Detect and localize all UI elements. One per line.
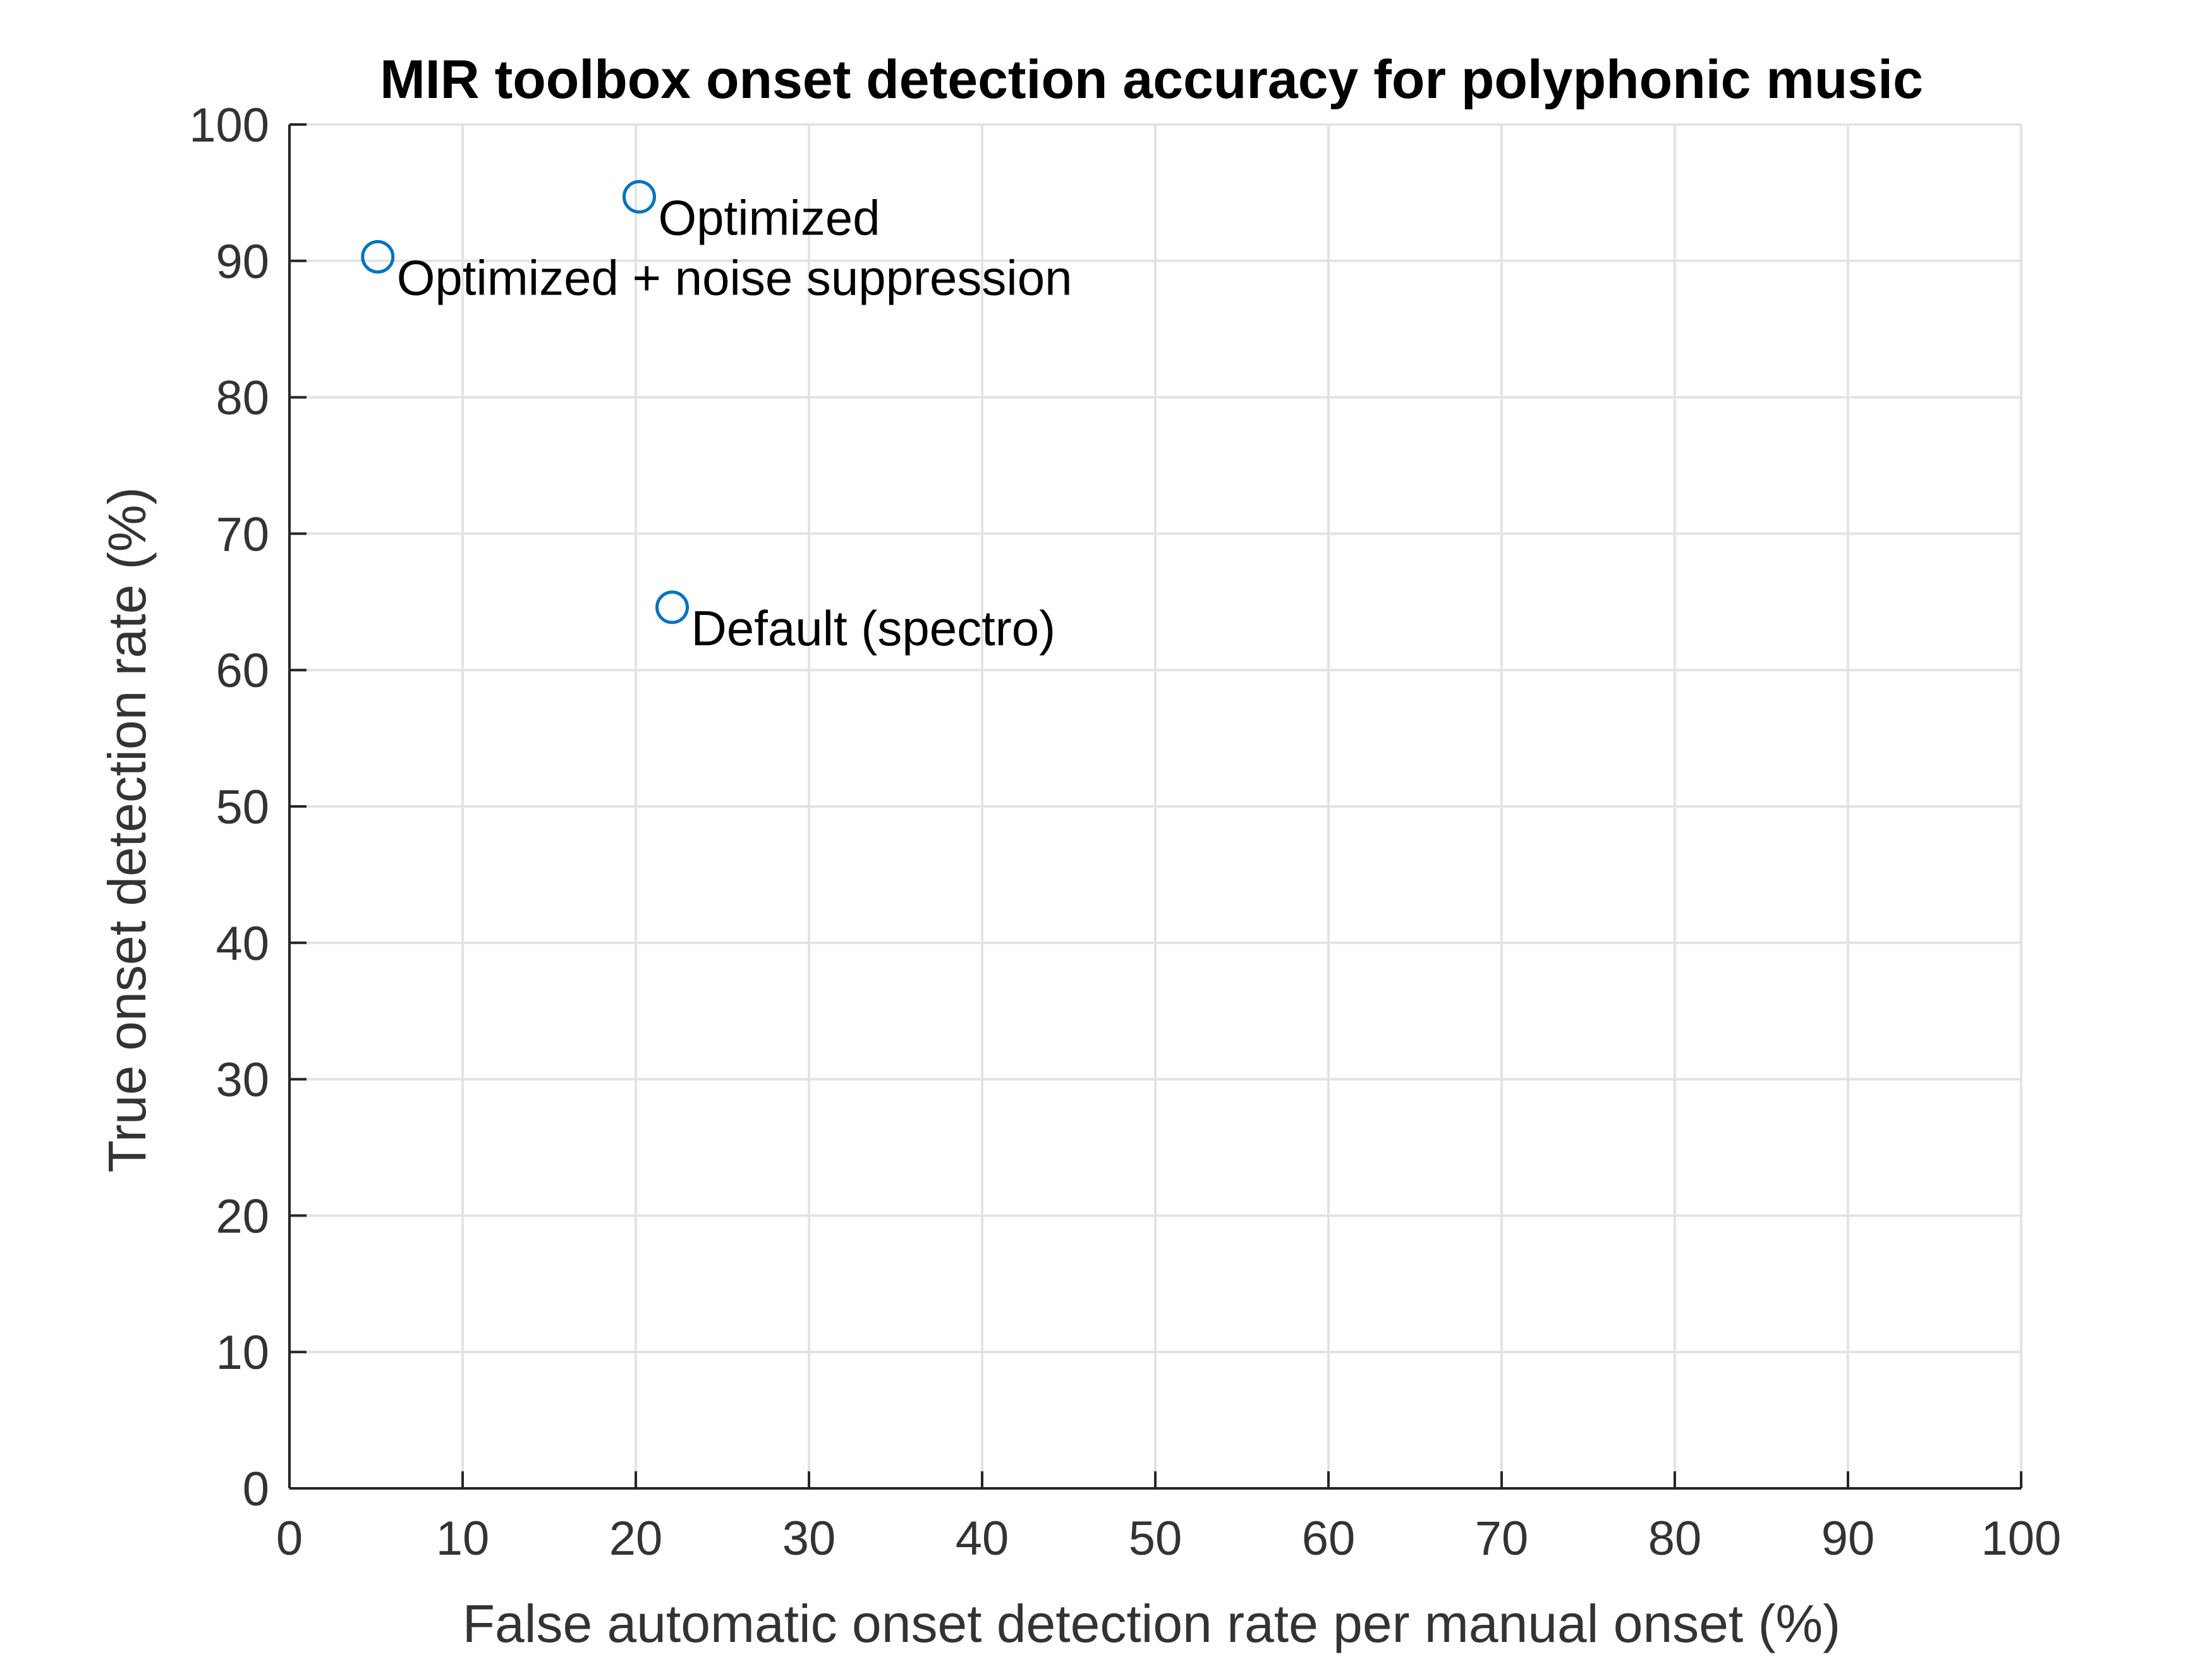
y-tick-label: 0 <box>243 1462 269 1516</box>
chart-title: MIR toolbox onset detection accuracy for… <box>380 49 1923 110</box>
y-tick-label: 70 <box>216 507 269 561</box>
y-tick-label: 50 <box>216 781 269 834</box>
data-point-marker <box>622 179 656 214</box>
x-tick-label: 100 <box>1981 1512 2062 1565</box>
data-point-marker <box>655 590 690 624</box>
x-tick-label: 40 <box>956 1512 1009 1565</box>
data-point-label: Optimized + noise suppression <box>397 250 1073 305</box>
x-tick-label: 0 <box>276 1512 303 1565</box>
x-tick-label: 70 <box>1475 1512 1529 1565</box>
x-tick-label: 20 <box>609 1512 663 1565</box>
x-tick-label: 10 <box>436 1512 490 1565</box>
x-tick-label: 80 <box>1648 1512 1702 1565</box>
tick-labels: 0 10 20 30 40 50 60 70 80 90 100 0 10 20 30 40 50 60 70 80 9… <box>189 99 2061 1565</box>
data-point-marker <box>361 240 395 274</box>
y-tick-label: 20 <box>216 1189 269 1243</box>
x-tick-label: 60 <box>1302 1512 1356 1565</box>
x-tick-label: 30 <box>782 1512 836 1565</box>
data-point-label: Optimized <box>658 190 880 245</box>
y-tick-label: 90 <box>216 235 269 289</box>
y-tick-label: 30 <box>216 1054 269 1107</box>
x-tick-label: 50 <box>1129 1512 1182 1565</box>
y-tick-label: 100 <box>189 99 269 152</box>
x-axis-label: False automatic onset detection rate per… <box>463 1594 1840 1653</box>
y-axis-label: True onset detection rate (%) <box>97 487 157 1173</box>
data-point-label: Default (spectro) <box>691 600 1056 656</box>
axes <box>288 123 2022 1490</box>
y-tick-label: 10 <box>216 1326 269 1380</box>
y-tick-label: 60 <box>216 644 269 698</box>
y-tick-label: 40 <box>216 917 269 971</box>
x-tick-label: 90 <box>1821 1512 1875 1565</box>
y-tick-label: 80 <box>216 372 269 425</box>
